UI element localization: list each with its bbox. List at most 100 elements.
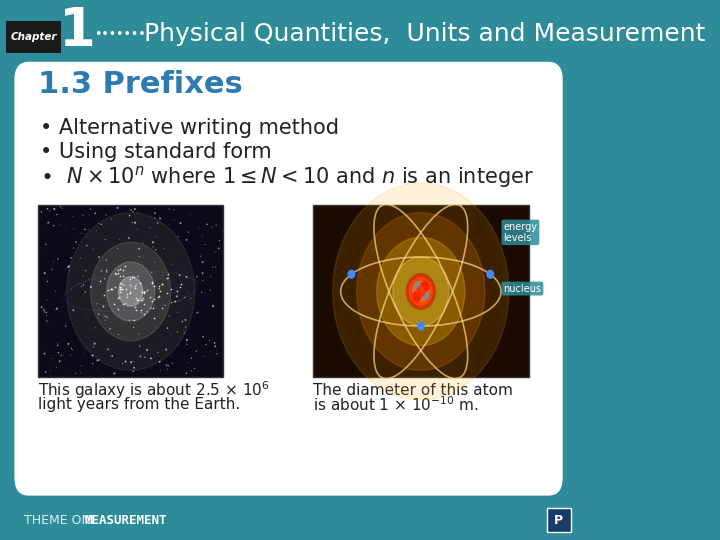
Point	[52, 254, 63, 263]
Point	[93, 219, 104, 228]
Point	[78, 281, 89, 289]
Point	[112, 294, 124, 302]
Point	[132, 330, 144, 339]
Point	[59, 225, 71, 234]
Point	[136, 308, 148, 317]
Point	[91, 357, 102, 366]
Point	[100, 211, 112, 219]
Point	[45, 367, 56, 375]
Text: • Alternative writing method: • Alternative writing method	[40, 118, 339, 138]
Text: 1.3 Prefixes: 1.3 Prefixes	[38, 70, 243, 99]
Point	[114, 311, 125, 320]
Point	[92, 364, 104, 373]
Point	[195, 284, 207, 292]
Point	[85, 205, 96, 213]
Point	[70, 369, 81, 378]
Point	[181, 273, 192, 281]
Point	[161, 309, 172, 318]
Point	[40, 308, 52, 317]
Point	[141, 346, 153, 354]
Point	[87, 359, 99, 368]
Point	[180, 323, 192, 332]
Point	[99, 233, 110, 242]
Point	[209, 294, 220, 303]
Point	[161, 365, 173, 374]
Circle shape	[348, 271, 355, 278]
Point	[155, 366, 166, 375]
Point	[193, 224, 204, 232]
Text: MEASUREMENT: MEASUREMENT	[84, 514, 166, 527]
Point	[145, 354, 157, 363]
Point	[130, 284, 141, 293]
Text: •••••••: •••••••	[94, 28, 146, 40]
Point	[197, 276, 209, 285]
Point	[67, 212, 78, 221]
Point	[138, 299, 150, 308]
Point	[163, 205, 175, 213]
Point	[175, 219, 186, 227]
Point	[128, 363, 140, 372]
Circle shape	[410, 278, 432, 305]
Point	[127, 207, 139, 216]
Point	[120, 241, 132, 250]
Point	[109, 369, 120, 378]
Point	[71, 228, 82, 237]
Point	[179, 315, 191, 324]
Circle shape	[420, 289, 429, 299]
Point	[101, 256, 112, 265]
Point	[186, 354, 197, 362]
Point	[154, 214, 166, 222]
Point	[76, 282, 87, 291]
Point	[99, 235, 111, 244]
Point	[125, 309, 137, 318]
Point	[174, 283, 186, 292]
Point	[130, 282, 141, 291]
Circle shape	[377, 237, 465, 346]
Point	[199, 253, 210, 262]
Point	[132, 272, 144, 281]
Point	[55, 351, 67, 360]
Point	[120, 357, 131, 366]
Point	[42, 218, 54, 227]
Point	[152, 245, 163, 254]
Point	[197, 232, 208, 240]
Point	[153, 293, 164, 301]
Point	[204, 348, 216, 356]
Point	[88, 342, 99, 351]
Point	[109, 283, 120, 292]
Point	[138, 239, 149, 247]
Point	[92, 307, 104, 316]
Point	[132, 295, 143, 304]
Point	[156, 303, 168, 312]
Text: light years from the Earth.: light years from the Earth.	[38, 397, 240, 413]
Point	[98, 310, 109, 319]
Text: nucleus: nucleus	[503, 284, 541, 294]
FancyBboxPatch shape	[0, 8, 577, 59]
Point	[196, 251, 207, 259]
Point	[128, 316, 140, 325]
Point	[146, 268, 158, 276]
Point	[195, 252, 207, 261]
Point	[68, 306, 79, 314]
Point	[127, 273, 138, 281]
Point	[94, 267, 106, 275]
Point	[77, 272, 89, 280]
Point	[78, 349, 90, 358]
Point	[138, 286, 149, 295]
Point	[128, 273, 140, 282]
Point	[192, 308, 203, 317]
Point	[113, 330, 125, 339]
Text: is about 1 × 10$^{−10}$ m.: is about 1 × 10$^{−10}$ m.	[312, 396, 478, 414]
Point	[35, 356, 47, 364]
Point	[63, 261, 75, 270]
Circle shape	[333, 183, 509, 400]
Point	[130, 305, 142, 314]
Point	[99, 274, 110, 283]
Point	[134, 252, 145, 261]
Point	[189, 341, 200, 350]
Circle shape	[406, 274, 436, 309]
Point	[129, 221, 140, 230]
Point	[169, 297, 181, 306]
Point	[163, 361, 174, 370]
Point	[213, 255, 225, 264]
